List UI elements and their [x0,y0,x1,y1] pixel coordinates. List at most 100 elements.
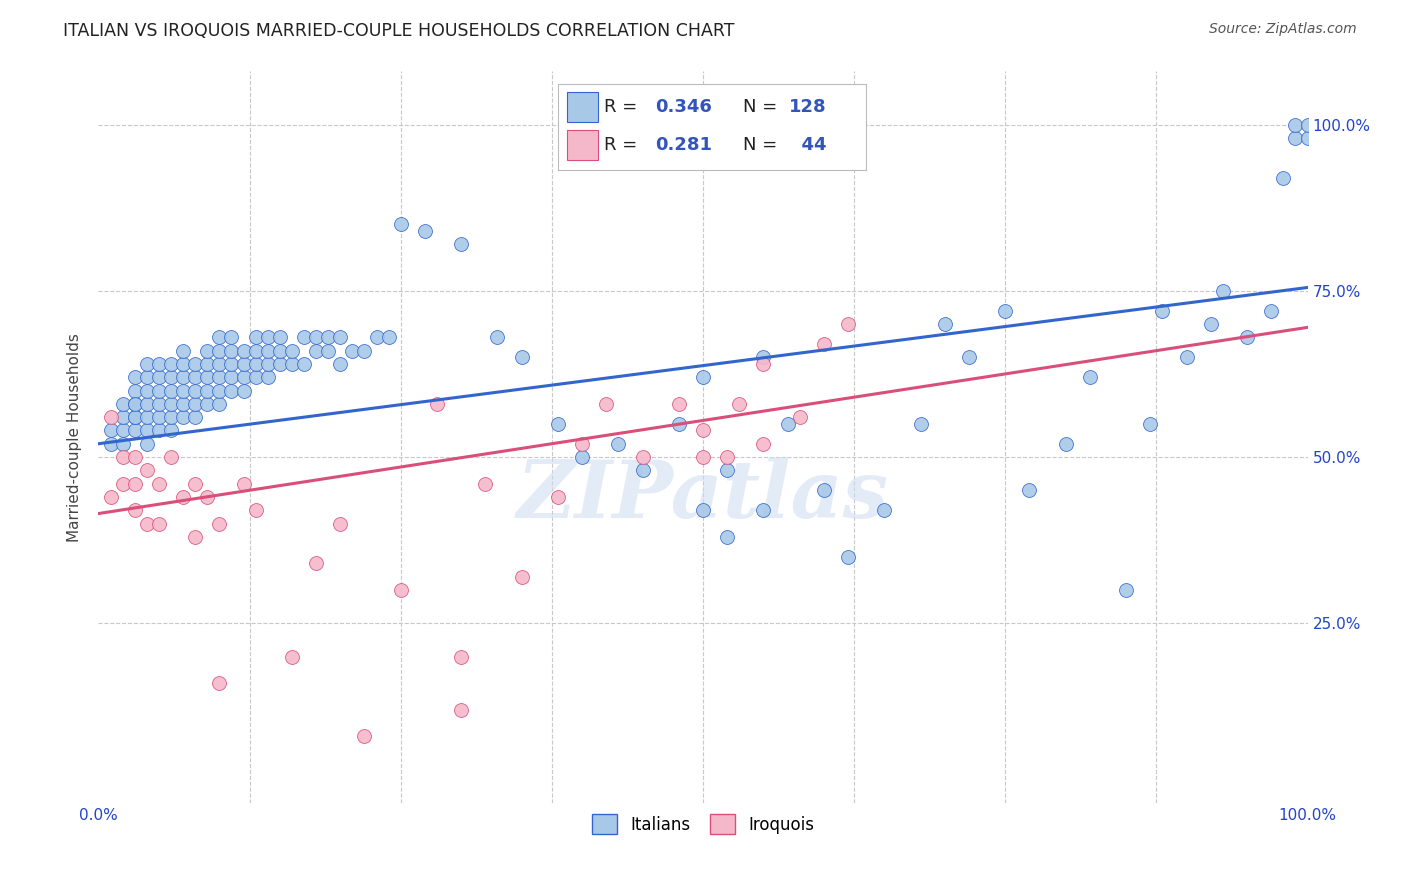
Point [245,370,267,384]
Point [728,397,751,411]
Point [160,424,183,438]
Point [1284,131,1306,145]
Point [160,450,183,464]
Point [208,397,231,411]
Point [195,357,218,371]
Point [208,384,231,398]
Point [256,370,278,384]
Point [1199,317,1222,331]
Point [111,436,134,450]
Point [208,357,231,371]
Point [1115,582,1137,597]
Point [547,490,569,504]
Point [100,436,122,450]
Point [135,463,157,477]
Point [692,370,714,384]
Point [148,384,170,398]
Point [135,424,157,438]
Point [160,397,183,411]
Point [873,503,896,517]
Point [486,330,509,344]
Point [221,330,243,344]
Point [232,370,254,384]
Point [668,417,690,431]
Point [184,410,207,425]
Point [692,503,714,517]
Point [1272,170,1295,185]
Point [172,357,194,371]
Point [716,530,738,544]
Point [450,703,472,717]
Point [292,330,315,344]
Point [692,450,714,464]
Point [135,397,157,411]
Point [184,476,207,491]
Point [547,417,569,431]
Point [692,424,714,438]
Point [100,410,122,425]
Point [245,503,267,517]
Point [172,384,194,398]
Point [100,490,122,504]
Point [184,370,207,384]
Point [256,330,278,344]
Point [837,549,859,564]
Point [221,357,243,371]
Point [195,384,218,398]
Point [1175,351,1198,365]
Point [389,582,412,597]
Point [353,343,375,358]
Point [256,357,278,371]
Point [342,343,364,358]
Point [148,424,170,438]
Point [305,330,328,344]
Point [208,330,231,344]
Point [837,317,859,331]
Point [195,490,218,504]
Point [668,397,690,411]
Point [195,370,218,384]
Point [994,303,1017,318]
Point [245,357,267,371]
Point [281,649,304,664]
Point [510,351,533,365]
Point [1296,131,1319,145]
Text: ITALIAN VS IROQUOIS MARRIED-COUPLE HOUSEHOLDS CORRELATION CHART: ITALIAN VS IROQUOIS MARRIED-COUPLE HOUSE… [63,22,735,40]
Point [1296,118,1319,132]
Point [208,343,231,358]
Text: Source: ZipAtlas.com: Source: ZipAtlas.com [1209,22,1357,37]
Point [571,450,593,464]
Point [172,410,194,425]
Point [752,436,775,450]
Point [245,330,267,344]
Point [148,476,170,491]
Point [195,397,218,411]
Point [450,649,472,664]
Point [281,357,304,371]
Point [1236,330,1258,344]
Point [305,343,328,358]
Point [172,343,194,358]
Point [184,357,207,371]
Point [124,476,146,491]
Point [316,330,339,344]
Point [124,450,146,464]
Point [100,424,122,438]
Point [292,357,315,371]
Point [269,343,291,358]
Point [413,224,436,238]
Point [172,370,194,384]
Point [377,330,399,344]
Point [426,397,449,411]
Point [316,343,339,358]
Point [195,343,218,358]
Point [256,343,278,358]
Point [111,476,134,491]
Point [135,384,157,398]
Point [752,503,775,517]
Point [135,357,157,371]
Point [124,410,146,425]
Point [1284,118,1306,132]
Point [221,384,243,398]
Point [232,384,254,398]
